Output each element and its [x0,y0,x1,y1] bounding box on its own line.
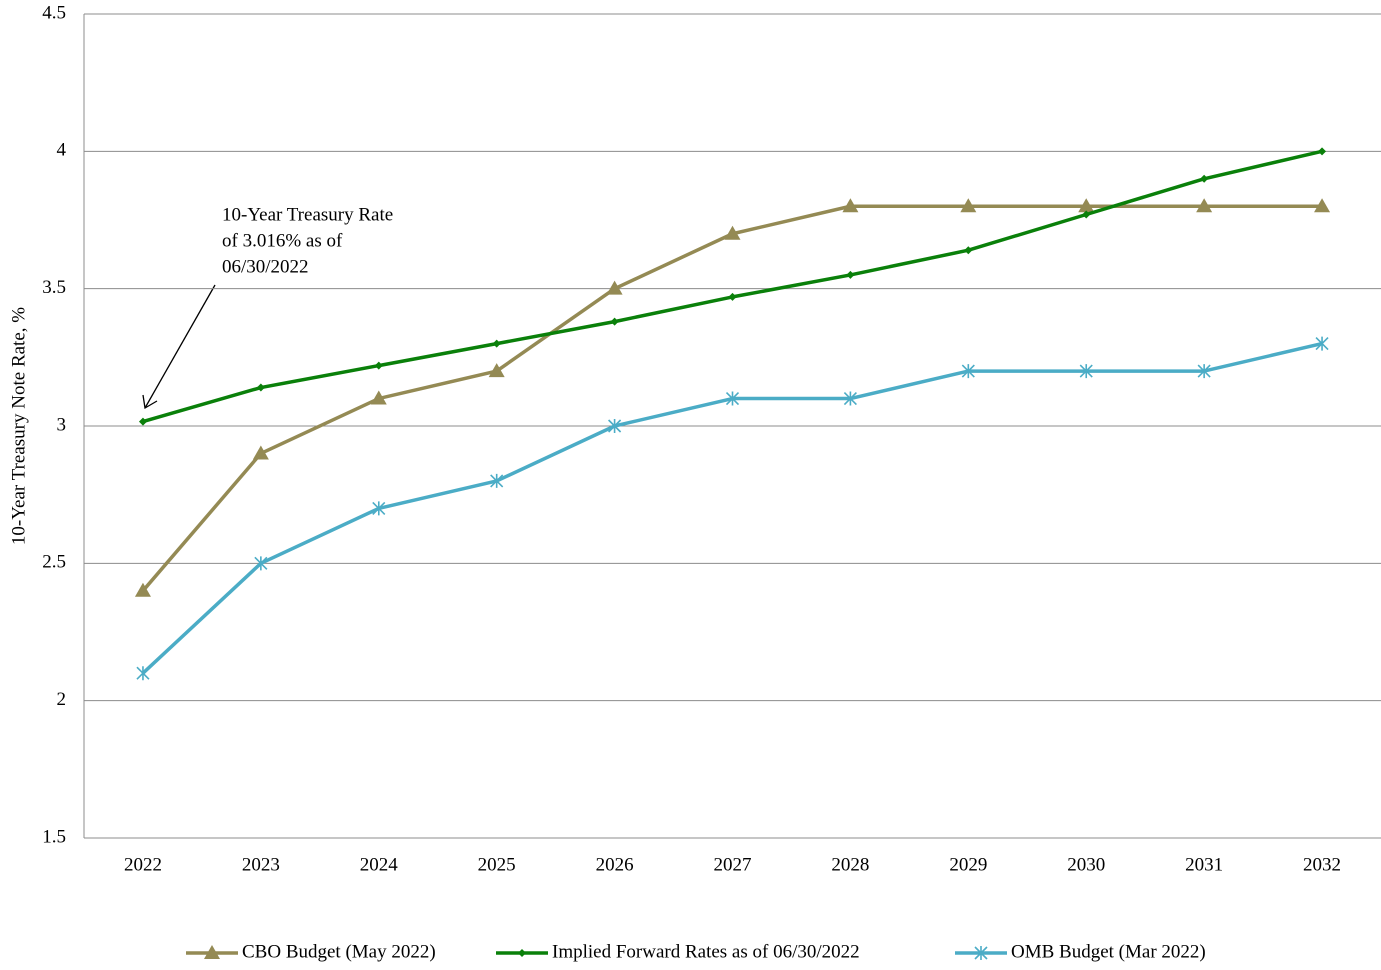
legend-label: Implied Forward Rates as of 06/30/2022 [552,941,860,962]
data-point [960,198,977,213]
x-tick-label: 2028 [831,854,869,875]
data-point [846,270,855,279]
y-axis-label: 10-Year Treasury Note Rate, % [8,307,29,545]
y-tick-label: 2 [57,689,67,710]
x-tick-label: 2023 [242,854,280,875]
x-tick-label: 2032 [1303,854,1341,875]
data-point [256,383,265,392]
data-point [490,473,504,488]
data-point [1197,364,1211,379]
data-point [252,445,269,460]
data-point [488,363,505,378]
annotation-line: 06/30/2022 [222,256,309,277]
data-point [606,280,623,295]
y-tick-label: 4.5 [42,2,66,23]
data-point [728,292,737,301]
y-tick-label: 2.5 [42,552,66,573]
legend-marker [204,945,220,959]
data-point [842,198,859,213]
x-tick-label: 2026 [596,854,634,875]
data-point [1196,198,1213,213]
data-point [370,390,387,405]
data-point [964,246,973,255]
annotation-arrowhead [142,394,158,410]
x-tick-label: 2031 [1185,854,1223,875]
y-tick-label: 3 [57,414,67,435]
data-point [254,556,268,571]
data-point [1200,174,1209,183]
data-point [724,225,741,240]
x-tick-label: 2022 [124,854,162,875]
data-point [1318,147,1327,156]
data-point [136,666,150,681]
x-tick-label: 2029 [949,854,987,875]
data-point [1315,336,1329,351]
legend-label: CBO Budget (May 2022) [242,941,436,962]
data-point [134,582,151,597]
data-point [1082,210,1091,219]
series-line [142,149,1323,424]
data-point [138,417,147,426]
legend-marker [974,946,988,960]
annotation-line: of 3.016% as of [222,230,343,251]
data-point [610,317,619,326]
data-point [608,419,622,433]
data-point [1078,198,1095,213]
x-tick-label: 2025 [478,854,516,875]
data-point [374,361,383,370]
data-point [961,364,975,379]
data-point [1079,364,1093,379]
data-point [725,391,740,406]
x-tick-label: 2024 [360,854,399,875]
y-tick-label: 3.5 [42,277,66,298]
annotation-arrow [144,284,216,409]
data-point [843,391,857,406]
legend-marker [518,949,526,957]
data-point [372,501,386,516]
annotation-line: 10-Year Treasury Rate [222,204,393,225]
legend-label: OMB Budget (Mar 2022) [1011,941,1206,962]
x-tick-label: 2027 [714,854,752,875]
y-tick-label: 1.5 [42,826,66,847]
x-tick-label: 2030 [1067,854,1105,875]
data-point [1314,198,1331,213]
data-point [492,339,501,348]
y-tick-label: 4 [57,140,67,161]
